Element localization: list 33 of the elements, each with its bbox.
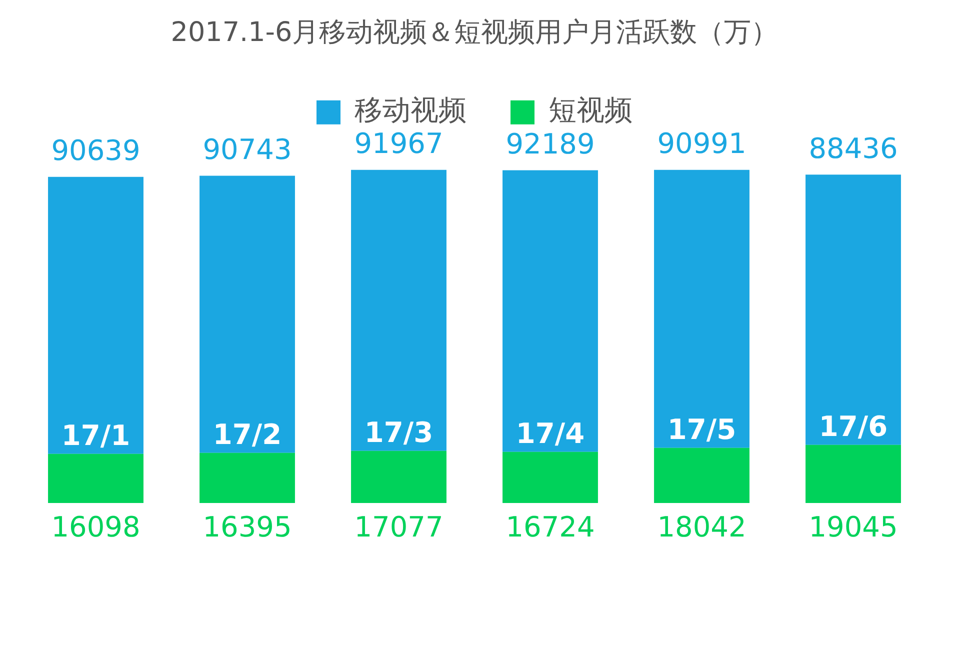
bar xyxy=(654,170,750,448)
bar xyxy=(502,170,598,452)
bar xyxy=(48,176,144,454)
bar xyxy=(48,454,144,503)
legend-label: 短视频 xyxy=(548,94,632,127)
legend-label: 移动视频 xyxy=(354,94,466,127)
data-label: 92189 xyxy=(506,128,595,161)
bar xyxy=(351,450,446,503)
data-label: 90991 xyxy=(657,127,746,160)
bar xyxy=(806,174,901,445)
data-label: 19045 xyxy=(808,510,898,544)
bar xyxy=(502,452,598,503)
data-label: 16724 xyxy=(506,510,595,544)
x-tick-label: 17/4 xyxy=(516,417,585,450)
bar xyxy=(351,170,446,451)
data-label: 18042 xyxy=(657,510,746,544)
data-label: 17077 xyxy=(354,510,444,544)
data-label: 16098 xyxy=(51,510,140,544)
bar xyxy=(654,448,750,503)
chart-title: 2017.1-6月移动视频＆短视频用户月活跃数（万） xyxy=(170,17,778,48)
bar xyxy=(200,176,295,453)
bar xyxy=(806,444,901,503)
data-label: 90639 xyxy=(51,134,140,168)
x-tick-label: 17/2 xyxy=(212,418,282,452)
x-tick-label: 17/1 xyxy=(61,419,130,452)
x-tick-label: 17/6 xyxy=(818,410,888,444)
data-label: 91967 xyxy=(354,127,444,160)
data-label: 88436 xyxy=(808,132,898,165)
data-label: 16395 xyxy=(202,510,292,544)
bar xyxy=(200,452,295,503)
data-label: 90743 xyxy=(202,132,292,166)
x-tick-label: 17/3 xyxy=(364,416,434,450)
x-tick-label: 17/5 xyxy=(667,413,736,446)
